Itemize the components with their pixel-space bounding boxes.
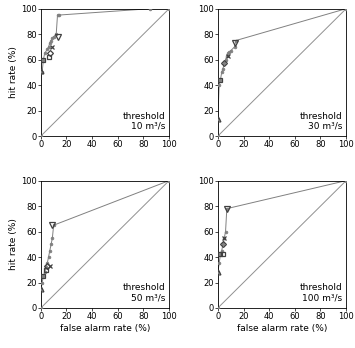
Text: threshold
10 m³/s: threshold 10 m³/s [122,112,165,131]
Y-axis label: hit rate (%): hit rate (%) [9,46,18,98]
Text: threshold
100 m³/s: threshold 100 m³/s [300,284,342,303]
X-axis label: false alarm rate (%): false alarm rate (%) [60,324,150,333]
X-axis label: false alarm rate (%): false alarm rate (%) [237,324,327,333]
Text: threshold
30 m³/s: threshold 30 m³/s [300,112,342,131]
Text: threshold
50 m³/s: threshold 50 m³/s [122,284,165,303]
Y-axis label: hit rate (%): hit rate (%) [9,218,18,270]
